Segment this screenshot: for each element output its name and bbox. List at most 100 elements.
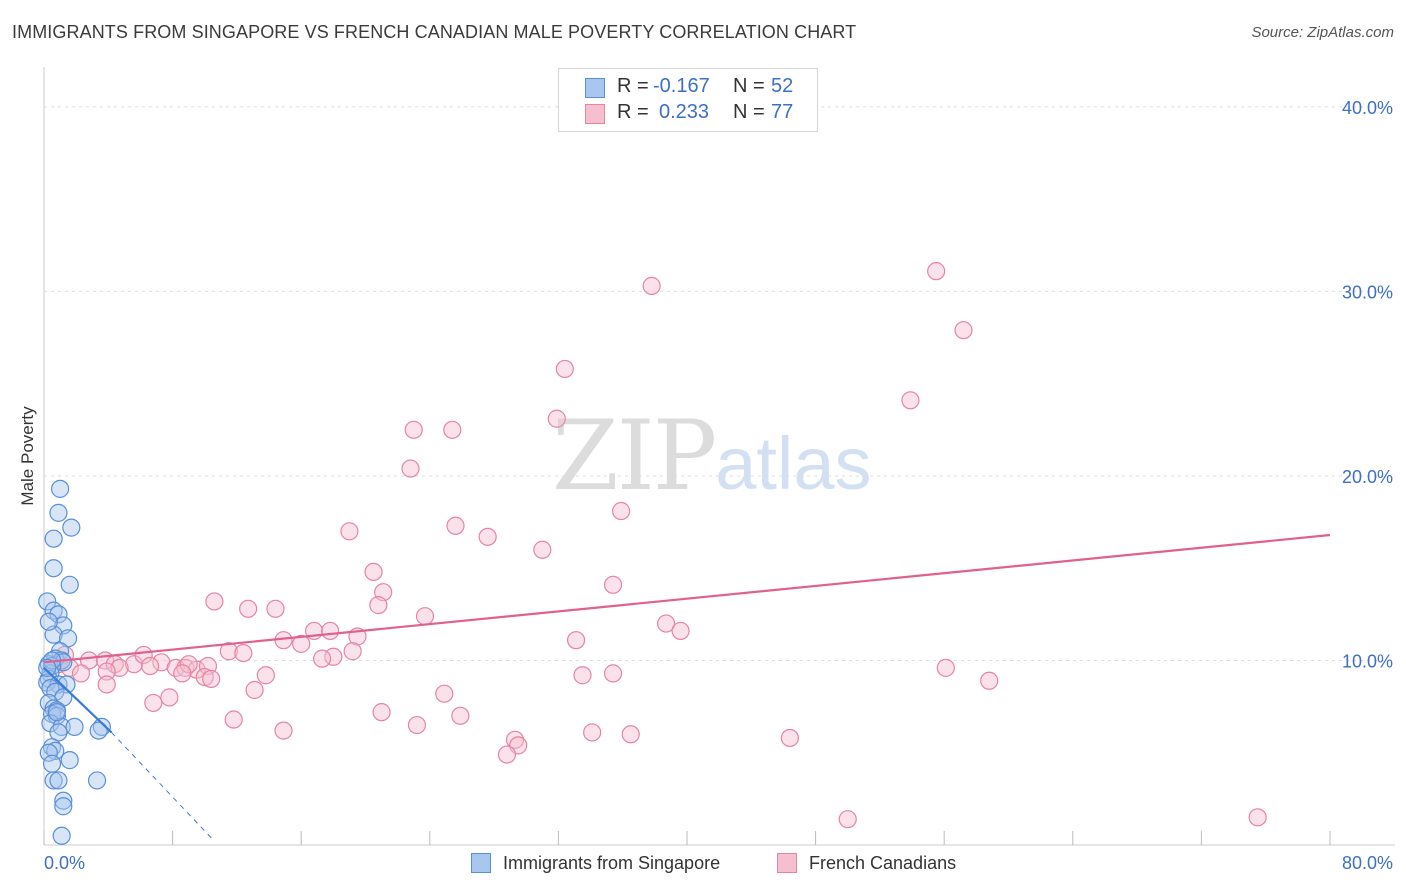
french-canadians-point [415, 607, 435, 626]
legend-swatch-blue [471, 853, 491, 873]
french-canadians-point [71, 664, 91, 683]
singapore-trendline-extension [111, 732, 214, 840]
y-axis-title: Male Poverty [18, 406, 37, 506]
trend-lines [43, 533, 1331, 840]
legend-n-value: 77 [771, 101, 794, 123]
legend-r-label: R = [617, 75, 649, 97]
y-tick-label: 10.0% [1342, 651, 1393, 671]
singapore-point [60, 751, 79, 770]
singapore-point [39, 612, 58, 631]
french-canadians-point [266, 599, 285, 618]
french-canadians-point [340, 522, 359, 541]
french-canadians-point [547, 409, 566, 428]
french-canadians-point [478, 527, 497, 546]
french-canadians-point [312, 649, 332, 668]
french-canadians-point [401, 459, 420, 478]
french-canadians-point [256, 666, 275, 685]
y-tick-label: 20.0% [1342, 467, 1393, 487]
french-canadians-trendline [43, 533, 1331, 664]
french-canadians-point [404, 420, 423, 439]
singapore-trendline [43, 667, 113, 734]
french-canadians-point [343, 642, 362, 661]
correlation-legend: R = -0.167 N = 52 R = 0.233 N = 77 [558, 68, 818, 132]
singapore-point [89, 721, 108, 740]
singapore-point [65, 717, 84, 737]
french-canadians-point [435, 684, 454, 703]
french-canadians-point [97, 675, 116, 694]
french-canadians-point [954, 321, 973, 340]
singapore-point [38, 592, 57, 611]
french-canadians-point [160, 688, 179, 707]
y-tick-label: 40.0% [1342, 98, 1393, 118]
french-canadians-point [583, 723, 602, 742]
french-canadians-point [79, 651, 99, 670]
french-canadians-point [234, 643, 253, 663]
french-canadians-point [140, 656, 160, 676]
french-canadians-point [611, 501, 631, 521]
french-canadians-point [671, 621, 690, 641]
singapore-point [50, 479, 70, 498]
singapore-point [44, 529, 63, 548]
french-canadians-point [321, 621, 340, 641]
french-canadians-point [369, 596, 388, 615]
french-canadians-point [274, 721, 293, 740]
legend-r-value: -0.167 [653, 75, 710, 97]
legend-n-value: 52 [771, 75, 794, 97]
legend-n-label: N = [733, 75, 765, 97]
legend-label: French Canadians [809, 853, 957, 873]
french-canadians-point [533, 540, 552, 559]
singapore-point [42, 754, 62, 773]
french-canadians-point [1248, 808, 1267, 827]
legend-swatch-pink [585, 104, 605, 124]
french-canadians-point [446, 516, 465, 535]
french-canadians-point [642, 276, 661, 295]
french-canadians-point [144, 693, 163, 713]
french-canadians-point [173, 664, 192, 683]
singapore-point [39, 743, 58, 762]
singapore-point [47, 703, 66, 722]
zipatlas-watermark: ZIPatlas [552, 400, 872, 512]
axes [43, 67, 1395, 846]
french-canadians-point [603, 575, 623, 594]
singapore-point [87, 771, 107, 790]
french-canadians-point [179, 655, 198, 674]
french-canadians-point [451, 706, 470, 725]
singapore-point [59, 629, 78, 648]
french-canadians-point [124, 655, 144, 674]
legend-label: Immigrants from Singapore [503, 853, 721, 873]
y-tick-label: 30.0% [1342, 282, 1393, 302]
legend-r-value: 0.233 [659, 101, 710, 123]
singapore-point [38, 658, 57, 677]
french-canadians-point [621, 725, 640, 744]
french-canadians-point [97, 662, 116, 681]
french-canadians-point [566, 631, 586, 650]
french-canadians-point [245, 680, 264, 700]
x-tick-label: 0.0% [44, 853, 85, 873]
chart-title: IMMIGRANTS FROM SINGAPORE VS FRENCH CANA… [12, 22, 857, 42]
legend-n-label: N = [733, 101, 765, 123]
french-canadians-point [497, 745, 517, 764]
french-canadians-point [224, 710, 243, 729]
singapore-point [54, 791, 73, 810]
french-canadians-point [980, 671, 999, 690]
french-canadians-point [202, 669, 221, 689]
source-label: Source: ZipAtlas.com [1251, 24, 1394, 41]
french-canadians-point [573, 666, 592, 685]
watermark-atlas: atlas [715, 422, 872, 505]
french-canadians-point [205, 592, 224, 611]
french-canadians-point [195, 667, 214, 687]
singapore-point [54, 797, 73, 816]
french-canadians-point [603, 664, 623, 683]
singapore-point [52, 717, 71, 737]
french-canadians-point [324, 647, 343, 666]
french-canadians-point [780, 728, 799, 748]
french-canadians-point [555, 359, 574, 379]
legend-r-label: R = [617, 101, 649, 123]
french-canadians-point [292, 634, 311, 653]
french-canadians-point [657, 614, 676, 633]
singapore-point [49, 503, 68, 522]
french-canadians-point [901, 391, 920, 410]
axis-labels: 10.0% 20.0% 30.0% 40.0% 0.0% 80.0% Male Povert… [18, 98, 1393, 873]
singapore-point [49, 771, 68, 790]
singapore-point [44, 771, 63, 790]
